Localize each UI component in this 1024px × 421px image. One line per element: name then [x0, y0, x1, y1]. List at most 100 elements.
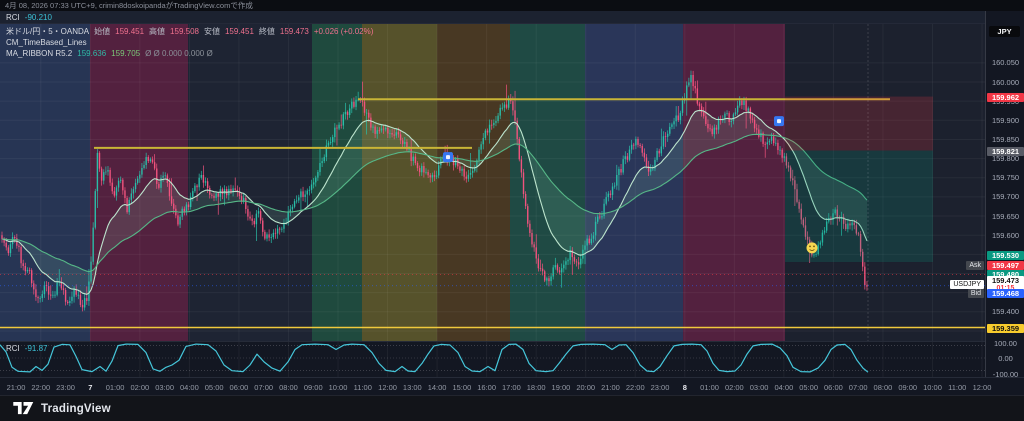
open-label: 始値: [94, 27, 111, 36]
timebased-lines-legend-row[interactable]: CM_TimeBased_Lines: [6, 38, 373, 48]
session-band: [437, 24, 510, 341]
blue-pin-marker[interactable]: [774, 116, 784, 127]
tradingview-brand-text[interactable]: TradingView: [41, 402, 111, 415]
time-axis-label: 23:00: [56, 383, 75, 392]
currency-label: JPY: [989, 26, 1020, 37]
time-axis-label: 14:00: [427, 383, 447, 392]
position-box-drawing[interactable]: [785, 96, 933, 151]
session-band: [362, 24, 437, 341]
main-pane-legend: 米ドル/円・5・OANDA 始値 159.451 高値 159.508 安値 159.…: [6, 27, 373, 60]
ma-ribbon-value-1: 159.636: [77, 49, 107, 58]
price-axis-label: 159.750: [991, 173, 1020, 183]
session-band: [188, 24, 312, 341]
low-value: 159.451: [224, 27, 254, 36]
candlestick-layer: [1, 70, 868, 312]
time-axis-label: 7: [88, 383, 93, 392]
time-axis-label: 10:00: [923, 383, 942, 392]
ma-lines-layer: [1, 109, 868, 296]
rci-axis-label: 0.00: [998, 354, 1013, 363]
price-badge[interactable]: 159.497: [987, 260, 1024, 270]
time-axis-label: 05:00: [204, 383, 224, 392]
pane-separator-main-rci[interactable]: [0, 341, 985, 342]
price-badge[interactable]: 159.359: [987, 323, 1024, 333]
symbol-title: 米ドル/円・5・OANDA: [6, 27, 90, 36]
indicator-title: RCI: [6, 13, 20, 22]
tradingview-logo-icon: [13, 402, 34, 415]
price-badge[interactable]: 159.530: [987, 250, 1024, 260]
time-axis-label: 09:00: [898, 383, 918, 392]
time-axis-label: 10:00: [328, 383, 348, 392]
close-value: 159.473: [279, 27, 309, 36]
high-value: 159.508: [170, 27, 199, 36]
rci-pane-layer: [0, 343, 985, 373]
price-axis-label: 159.400: [991, 307, 1020, 317]
time-axis-label: 05:00: [799, 383, 819, 392]
time-axis-label: 04:00: [774, 383, 794, 392]
price-badge[interactable]: 159.468: [987, 288, 1024, 298]
time-axis[interactable]: 21:00 22:00 23:00 7 01:00 02:00 03:00 04:00 05:0…: [0, 377, 1024, 395]
smiley-marker[interactable]: [806, 242, 818, 254]
price-badge[interactable]: 159.821: [987, 146, 1024, 156]
time-axis-label: 03:00: [749, 383, 769, 392]
price-axis-label: 160.050: [991, 58, 1020, 68]
ma-ribbon-fill-layer: [2, 110, 867, 295]
rci-line[interactable]: [0, 343, 869, 373]
time-axis-label: 02:00: [130, 383, 150, 392]
timebased-lines-title: CM_TimeBased_Lines: [6, 38, 87, 47]
time-axis-label: 07:00: [254, 383, 274, 392]
session-band: [510, 24, 585, 341]
ma-slow-line[interactable]: [1, 133, 868, 273]
time-axis-label: 19:00: [551, 383, 571, 392]
time-axis-label: 21:00: [6, 383, 26, 392]
high-label: 高値: [149, 27, 166, 36]
time-axis-label: 06:00: [824, 383, 843, 392]
time-axis-label: 07:00: [848, 383, 868, 392]
change-value: +0.026 (+0.02%): [313, 27, 374, 36]
time-axis-label: 06:00: [229, 383, 249, 392]
price-axis-label: 159.700: [991, 192, 1020, 202]
time-axis-label: 04:00: [179, 383, 199, 392]
ma-ribbon-value-2: 159.705: [111, 49, 141, 58]
symbol-legend-row[interactable]: 米ドル/円・5・OANDA 始値 159.451 高値 159.508 安値 159.…: [6, 27, 373, 37]
ma-ribbon-title: MA_RIBBON R5.2: [6, 49, 73, 58]
session-band: [90, 24, 188, 341]
time-axis-label: 11:00: [948, 383, 967, 392]
header-bar: 4月 08, 2026 07:33 UTC+9, crimin8doskoipa…: [0, 0, 1024, 11]
time-axis-label: 20:00: [576, 383, 596, 392]
bid-tag: Bid: [967, 288, 984, 298]
session-band: [312, 24, 362, 341]
price-axis-label: 159.650: [991, 211, 1020, 221]
time-axis-label: 22:00: [31, 383, 51, 392]
time-axis-label: 17:00: [502, 383, 521, 392]
time-axis-label: 12:00: [972, 383, 992, 392]
blue-pin-marker[interactable]: [443, 152, 453, 163]
price-badge[interactable]: 159.480: [987, 269, 1024, 279]
time-axis-label: 02:00: [724, 383, 744, 392]
time-axis-label: 03:00: [155, 383, 174, 392]
ma-fast-line[interactable]: [1, 109, 868, 296]
time-axis-label: 21:00: [601, 383, 620, 392]
ask-bid-lines-layer: [0, 274, 985, 287]
chart-canvas[interactable]: [0, 0, 985, 377]
ask-tag: Ask: [966, 260, 984, 270]
price-badge[interactable]: 159.962: [987, 92, 1024, 102]
price-axis[interactable]: JPY 160.050160.000159.950159.900159.8501…: [985, 11, 1024, 395]
time-axis-label: 01:00: [700, 383, 719, 392]
time-axis-label: 15:00: [452, 383, 472, 392]
ma-ribbon-legend-row[interactable]: MA_RIBBON R5.2 159.636 159.705 Ø Ø 0.000…: [6, 49, 373, 59]
rci-top-legend[interactable]: RCI -90.210: [0, 11, 985, 23]
rci-bottom-legend[interactable]: RCI -91.87: [6, 344, 47, 354]
price-axis-label: 160.000: [991, 77, 1020, 87]
price-axis-label: 159.600: [991, 230, 1020, 240]
rci-top-pane: RCI -90.210: [0, 11, 985, 24]
price-axis-label: 159.850: [991, 134, 1020, 144]
price-axis-label: 159.900: [991, 115, 1020, 125]
price-badge[interactable]: 159.47301:15: [987, 275, 1024, 293]
close-label: 終値: [258, 27, 275, 36]
time-axis-label: 23:00: [650, 383, 670, 392]
time-axis-label: 11:00: [353, 383, 372, 392]
ma-ribbon-extras: Ø Ø 0.000 0.000 Ø: [145, 49, 213, 58]
time-axis-label: 22:00: [625, 383, 645, 392]
chart-created-caption: 4月 08, 2026 07:33 UTC+9, crimin8doskoipa…: [5, 1, 253, 10]
